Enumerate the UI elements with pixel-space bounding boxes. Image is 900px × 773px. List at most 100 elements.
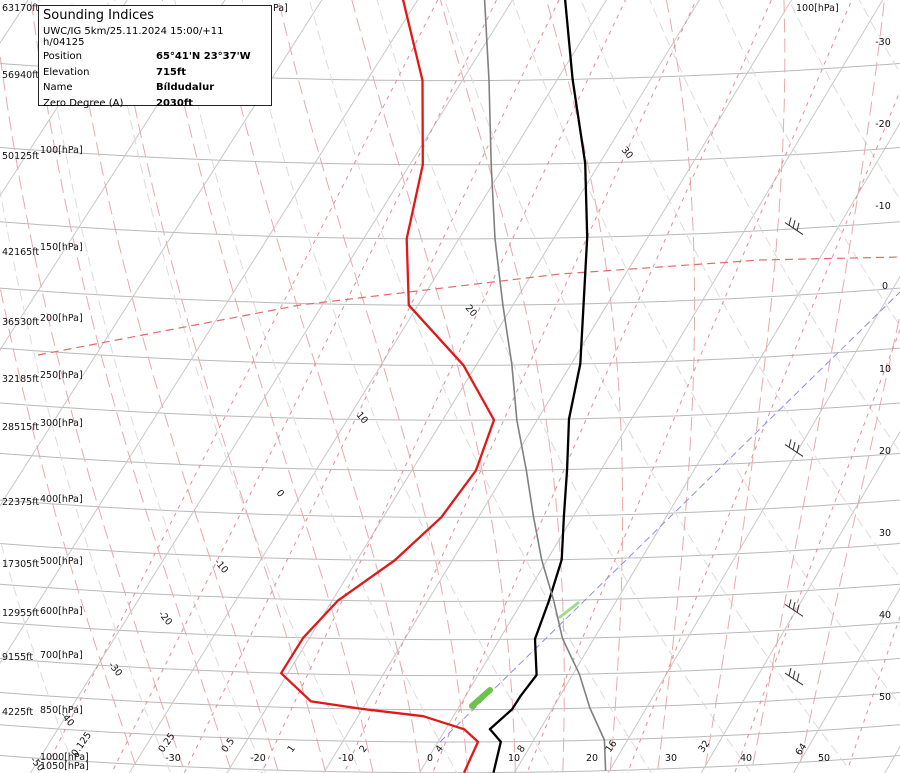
mixing-ratio-tick-label: 2 [357, 743, 369, 754]
dry-adiabat-line [106, 0, 362, 773]
info-row-zero-degree: Zero Degree (A) 2030ft [43, 96, 267, 112]
isobar-line [0, 621, 900, 641]
moist-adiabat-line [545, 0, 624, 771]
reference-dashed-line [439, 291, 900, 743]
wind-barb-staff [784, 603, 804, 617]
mixing-ratio-tick-label: 64 [793, 742, 809, 758]
isobar-line [0, 691, 900, 711]
temperature-tick-label: 10 [508, 753, 520, 764]
pressure-tick-label: 1000[hPa] [40, 752, 89, 763]
wind-barb [784, 439, 804, 457]
isobar-line [0, 221, 900, 240]
altitude-tick-label: 36530ft [2, 317, 39, 328]
wind-barb-flag [792, 220, 796, 229]
dry-adiabat-line [580, 0, 900, 579]
info-value: 715ft [156, 66, 187, 78]
moist-adiabat-line [277, 0, 469, 773]
info-value: Bíldudalur [156, 82, 215, 93]
wind-barb-staff [784, 444, 804, 457]
isotherm-inline-label: 0 [274, 488, 286, 500]
isotherm-inline-label: -20 [156, 609, 174, 628]
wind-barb-flag [796, 673, 800, 682]
dewpoint-profile-line [279, 0, 496, 773]
run-info: UWC/IG 5km/25.11.2024 15:00/+11 h/04125 [43, 26, 224, 48]
axis-labels: 63170ft 56940ft 50125ft 42165ft 36530ft 32185… [2, 3, 891, 773]
mixing-ratio-line [734, 328, 900, 772]
altitude-tick-label: 17305ft [2, 559, 39, 570]
isotherm-line [700, 430, 900, 773]
mixing-ratio-line [343, 0, 697, 773]
info-row-position: Position 65°41'N 23°37'W [43, 49, 267, 65]
pressure-tick-label: 400[hPa] [40, 494, 83, 505]
wind-barb-flag [796, 604, 800, 613]
mixing-ratio-line [431, 0, 772, 773]
isobar-line [0, 724, 900, 743]
moist-adiabat-line [70, 0, 279, 771]
moist-adiabat-line [799, 313, 900, 763]
dry-adiabat-line [444, 0, 847, 766]
mixing-ratio-line [627, 89, 900, 773]
pressure-tick-label: 600[hPa] [40, 606, 83, 617]
info-label: Name [43, 82, 73, 93]
wind-barb-flag [788, 667, 792, 677]
wind-barb-flag [796, 222, 800, 232]
info-label: Elevation [43, 66, 90, 78]
pressure-tick-label: 250[hPa] [40, 370, 83, 381]
dry-adiabat-line [241, 0, 555, 773]
altitude-tick-label: 63170ft [2, 3, 39, 14]
pressure-tick-label: Pa] [273, 3, 288, 14]
isotherm-line [513, 122, 900, 773]
dry-adiabat-line [649, 0, 900, 453]
panel-title: Sounding Indices [43, 8, 155, 23]
isotherm-inline-label: 10 [354, 410, 370, 426]
isotherm-line [418, 0, 884, 773]
isobar-line [0, 402, 900, 421]
mixing-ratio-tick-label: 1 [285, 743, 297, 754]
dry-adiabat-line [0, 188, 171, 773]
info-label: Position [43, 51, 82, 62]
wind-barb-flag [796, 444, 800, 453]
mixing-ratio-line [526, 0, 853, 773]
info-row-elevation: Elevation 715ft [43, 65, 267, 81]
pressure-tick-label: 850[hPa] [40, 705, 83, 716]
pressure-tick-label: 150[hPa] [40, 242, 83, 253]
altitude-tick-label: 4225ft [2, 707, 33, 718]
temperature-tick-label: 40 [740, 753, 752, 764]
altitude-tick-label: 42165ft [2, 247, 39, 258]
moist-adiabat-line [752, 0, 885, 765]
isotherm-inline-label: 30 [619, 145, 635, 161]
moist-adiabat-line [0, 51, 184, 767]
isobar-line [0, 287, 900, 306]
temperature-tick-label: -30 [165, 753, 181, 764]
right-axis-tick-label: 30 [879, 528, 891, 539]
parcel-curve-line [483, 0, 607, 771]
wind-barb-flag [792, 601, 796, 611]
isotherm-inline-label: -30 [106, 660, 124, 679]
precipitation-mark [469, 687, 493, 709]
mixing-ratio-line [261, 0, 626, 773]
sounding-series [279, 0, 804, 773]
moist-adiabat-line [439, 0, 565, 772]
right-axis-tick-label: 10 [879, 364, 891, 375]
altitude-tick-label: 56940ft [2, 70, 39, 81]
pressure-tick-label: 500[hPa] [40, 556, 83, 567]
dry-adiabat-line [174, 0, 458, 773]
temperature-tick-label: 20 [586, 753, 598, 764]
isotherm-line [792, 587, 900, 773]
dry-adiabat-line [512, 0, 900, 706]
wind-barb [784, 599, 804, 617]
wind-barb-flag [788, 599, 792, 608]
altitude-tick-label: 12955ft [2, 608, 39, 619]
right-axis-tick-label: -30 [875, 37, 891, 48]
isotherm-line [323, 0, 793, 773]
moist-adiabat-line [215, 0, 421, 773]
mixing-ratio-tick-label: 8 [515, 743, 527, 754]
dry-adiabat-line [600, 0, 900, 681]
isotherm-line [128, 0, 607, 773]
temperature-tick-label: -10 [338, 753, 354, 764]
mixing-ratio-tick-label: 4 [433, 743, 445, 754]
isobar-line [0, 347, 900, 366]
altitude-tick-label: 22375ft [2, 497, 39, 508]
wind-barb-staff [784, 222, 804, 235]
